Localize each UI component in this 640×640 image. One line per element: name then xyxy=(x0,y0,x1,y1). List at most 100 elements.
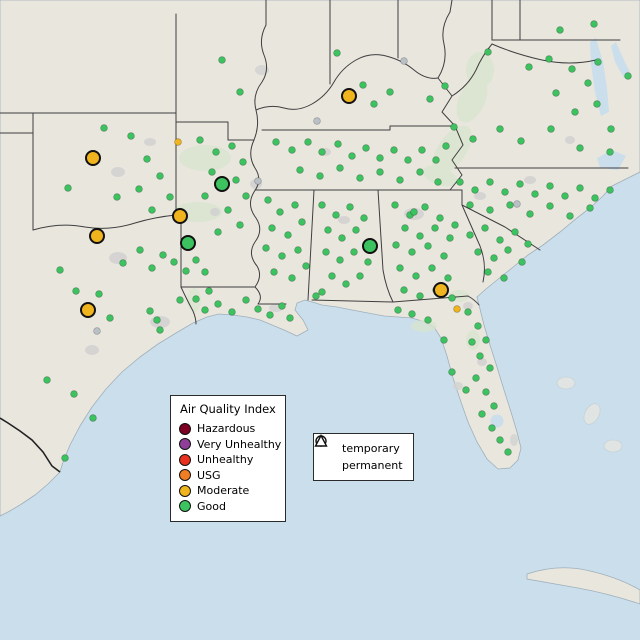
station-good[interactable] xyxy=(392,241,400,249)
station-good[interactable] xyxy=(482,388,490,396)
station-good[interactable] xyxy=(606,148,614,156)
station-good[interactable] xyxy=(593,100,601,108)
station-good[interactable] xyxy=(594,58,602,66)
temporary-station-good[interactable] xyxy=(180,235,196,251)
station-good[interactable] xyxy=(471,186,479,194)
station-good[interactable] xyxy=(350,248,358,256)
station-good[interactable] xyxy=(356,174,364,182)
station-good[interactable] xyxy=(228,308,236,316)
station-good[interactable] xyxy=(516,180,524,188)
station-good[interactable] xyxy=(386,88,394,96)
station-good[interactable] xyxy=(469,135,477,143)
station-good[interactable] xyxy=(408,310,416,318)
station-good[interactable] xyxy=(113,193,121,201)
station-good[interactable] xyxy=(376,168,384,176)
station-good[interactable] xyxy=(166,193,174,201)
station-good[interactable] xyxy=(606,186,614,194)
station-good[interactable] xyxy=(488,424,496,432)
station-good[interactable] xyxy=(324,226,332,234)
station-good[interactable] xyxy=(135,185,143,193)
station-good[interactable] xyxy=(464,308,472,316)
station-good[interactable] xyxy=(362,144,370,152)
station-good[interactable] xyxy=(486,364,494,372)
station-good[interactable] xyxy=(486,206,494,214)
station-good[interactable] xyxy=(416,232,424,240)
station-good[interactable] xyxy=(474,248,482,256)
station-good[interactable] xyxy=(391,201,399,209)
station-good[interactable] xyxy=(156,326,164,334)
station-good[interactable] xyxy=(501,188,509,196)
station-good[interactable] xyxy=(352,226,360,234)
station-good[interactable] xyxy=(571,108,579,116)
station-good[interactable] xyxy=(584,79,592,87)
station-good[interactable] xyxy=(156,172,164,180)
station-good[interactable] xyxy=(318,201,326,209)
station-good[interactable] xyxy=(348,152,356,160)
station-good[interactable] xyxy=(478,410,486,418)
station-good[interactable] xyxy=(568,65,576,73)
station-good[interactable] xyxy=(336,256,344,264)
station-good[interactable] xyxy=(482,336,490,344)
station-good[interactable] xyxy=(504,448,512,456)
station-good[interactable] xyxy=(278,252,286,260)
station-good[interactable] xyxy=(218,56,226,64)
temporary-station-moderate[interactable] xyxy=(85,150,101,166)
station-good[interactable] xyxy=(394,306,402,314)
station-good[interactable] xyxy=(451,221,459,229)
station-good[interactable] xyxy=(546,182,554,190)
station-good[interactable] xyxy=(334,140,342,148)
station-good[interactable] xyxy=(278,302,286,310)
station-good[interactable] xyxy=(424,316,432,324)
station-good[interactable] xyxy=(436,214,444,222)
temporary-station-moderate[interactable] xyxy=(341,88,357,104)
station-good[interactable] xyxy=(176,296,184,304)
station-good[interactable] xyxy=(444,274,452,282)
temporary-station-moderate[interactable] xyxy=(433,282,449,298)
station-good[interactable] xyxy=(517,137,525,145)
station-good[interactable] xyxy=(446,234,454,242)
station-good[interactable] xyxy=(450,123,458,131)
station-good[interactable] xyxy=(376,154,384,162)
station-good[interactable] xyxy=(496,236,504,244)
station-good[interactable] xyxy=(586,204,594,212)
station-good[interactable] xyxy=(416,292,424,300)
station-good[interactable] xyxy=(119,259,127,267)
temporary-station-moderate[interactable] xyxy=(80,302,96,318)
station-good[interactable] xyxy=(490,254,498,262)
station-good[interactable] xyxy=(466,231,474,239)
station-good[interactable] xyxy=(270,268,278,276)
station-good[interactable] xyxy=(296,166,304,174)
station-good[interactable] xyxy=(462,386,470,394)
station-good[interactable] xyxy=(346,203,354,211)
station-good[interactable] xyxy=(412,272,420,280)
station-good[interactable] xyxy=(153,316,161,324)
station-good[interactable] xyxy=(390,146,398,154)
station-good[interactable] xyxy=(524,240,532,248)
station-good[interactable] xyxy=(316,172,324,180)
station-good[interactable] xyxy=(431,224,439,232)
station-good[interactable] xyxy=(262,244,270,252)
station-good[interactable] xyxy=(192,295,200,303)
station-no-data[interactable] xyxy=(400,57,408,65)
station-good[interactable] xyxy=(212,148,220,156)
station-good[interactable] xyxy=(441,82,449,90)
station-good[interactable] xyxy=(266,311,274,319)
station-good[interactable] xyxy=(370,100,378,108)
station-good[interactable] xyxy=(100,124,108,132)
station-good[interactable] xyxy=(264,196,272,204)
station-good[interactable] xyxy=(318,288,326,296)
station-moderate[interactable] xyxy=(453,305,461,313)
station-good[interactable] xyxy=(566,212,574,220)
station-good[interactable] xyxy=(356,272,364,280)
station-good[interactable] xyxy=(159,251,167,259)
station-good[interactable] xyxy=(359,81,367,89)
station-good[interactable] xyxy=(442,142,450,150)
station-good[interactable] xyxy=(476,352,484,360)
station-good[interactable] xyxy=(242,192,250,200)
station-good[interactable] xyxy=(284,231,292,239)
station-good[interactable] xyxy=(396,176,404,184)
station-good[interactable] xyxy=(205,287,213,295)
station-good[interactable] xyxy=(421,203,429,211)
station-good[interactable] xyxy=(401,224,409,232)
station-good[interactable] xyxy=(576,184,584,192)
